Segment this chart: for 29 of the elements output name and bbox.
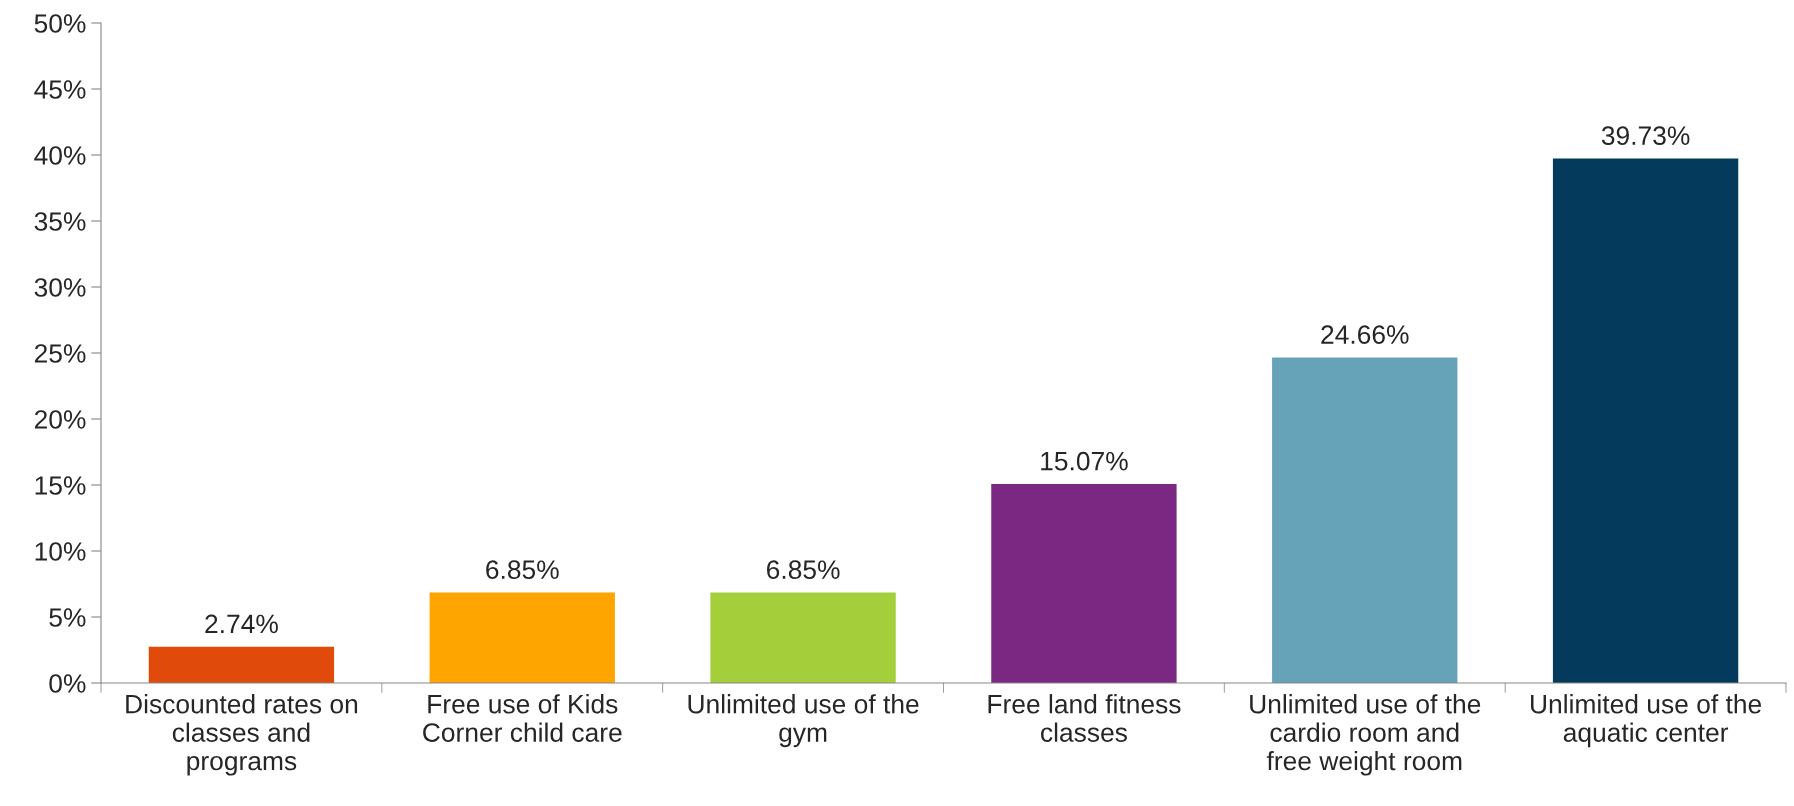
y-tick-label: 30% (34, 278, 86, 297)
bar (710, 592, 896, 683)
data-label: 2.74% (205, 614, 278, 634)
y-tick-label: 50% (34, 14, 86, 33)
data-label: 6.85% (767, 560, 840, 580)
x-tick-label: Unlimited use of the cardio room and free weight room (1250, 694, 1481, 776)
x-tick-label: Free land fitness classes (988, 694, 1181, 742)
y-tick-label: 35% (34, 212, 86, 231)
x-tick-label: Free use of Kids Corner child care (423, 694, 622, 742)
x-tick-label: Unlimited use of the aquatic center (1531, 694, 1762, 748)
data-label: 6.85% (486, 560, 559, 580)
bar (991, 484, 1177, 683)
y-tick-label: 5% (49, 608, 86, 627)
y-tick-label: 40% (34, 146, 86, 165)
bar (429, 592, 615, 683)
y-tick-label: 15% (35, 476, 86, 495)
y-tick-label: 10% (35, 542, 86, 561)
data-label: 24.66% (1321, 325, 1409, 344)
y-tick-label: 45% (34, 80, 86, 99)
data-label: 39.73% (1601, 126, 1690, 146)
bar (1552, 158, 1739, 683)
x-tick-label: Unlimited use of the gym (688, 694, 919, 748)
bar (148, 646, 335, 683)
y-tick-label: 20% (34, 410, 86, 429)
y-tick-label: 25% (34, 344, 86, 363)
y-tick-label: 0% (49, 674, 86, 693)
x-tick-label: Discounted rates on classes and programs (126, 694, 358, 776)
data-label: 15.07% (1041, 451, 1128, 471)
bar (1272, 357, 1458, 683)
